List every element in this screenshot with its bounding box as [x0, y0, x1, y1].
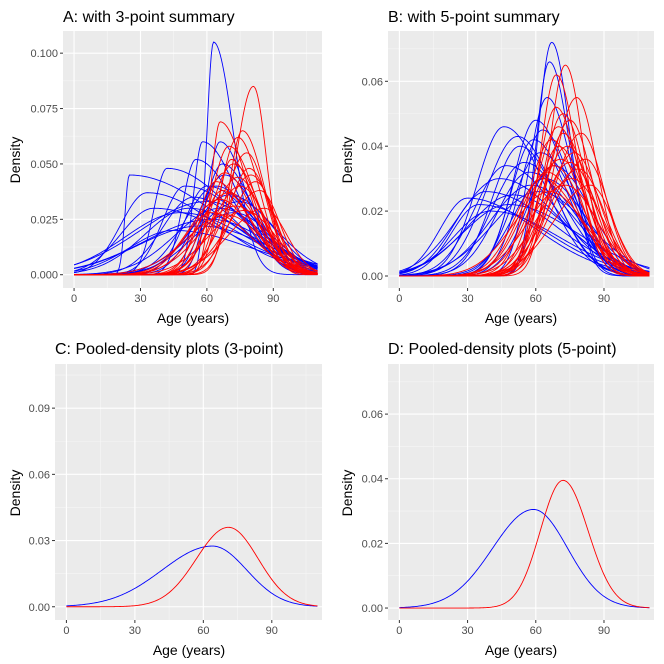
panel-d-xlabel: Age (years)	[485, 642, 557, 658]
panel-a-xtick-label: 0	[71, 293, 77, 305]
panel-a-xtick-label: 90	[267, 293, 279, 305]
panel-d-ytick-label: 0.06	[362, 409, 383, 421]
panel-c-curves	[66, 526, 318, 608]
panel-b-xtick-label: 90	[598, 293, 610, 305]
panel-b-ylabel: Density	[339, 137, 355, 184]
density-curve-red	[66, 526, 318, 608]
panel-c-xtick-label: 0	[63, 625, 69, 637]
panel-d-background	[388, 364, 654, 620]
density-curve-red	[74, 181, 318, 276]
density-curve-blue	[399, 145, 650, 277]
panel-b-ytick-label: 0.02	[362, 206, 383, 218]
density-curve-blue	[66, 545, 318, 607]
panel-c-ytick-label: 0.06	[29, 469, 50, 481]
panel-d-curves	[399, 479, 650, 609]
panel-d-ylabel: Density	[339, 470, 355, 517]
panel-b-xtick-label: 60	[530, 293, 542, 305]
panel-c-xtick-label: 60	[197, 625, 209, 637]
panel-a-curves	[73, 41, 318, 276]
panel-d-xtick-label: 0	[396, 625, 402, 637]
panel-b-ytick-label: 0.04	[362, 141, 383, 153]
panel-a-xtick-label: 60	[201, 293, 213, 305]
density-curve-blue	[399, 204, 650, 276]
panel-d-xtick-label: 60	[530, 625, 542, 637]
density-curve-red	[399, 106, 650, 277]
panel-a-xtick-label: 30	[134, 293, 146, 305]
panel-a: A: with 3-point summary Age (years) Dens…	[7, 9, 322, 326]
panel-d-ytick-label: 0.00	[362, 603, 383, 615]
panel-c-ytick-label: 0.09	[29, 403, 50, 415]
panel-b-xtick-label: 0	[396, 293, 402, 305]
panel-d-xtick-label: 30	[461, 625, 473, 637]
panel-b-curves	[399, 41, 650, 277]
density-curve-red	[399, 191, 650, 277]
density-curve-red	[74, 214, 318, 276]
panel-b-xlabel: Age (years)	[485, 310, 557, 326]
panel-a-ytick-label: 0.100	[30, 48, 58, 60]
panel-d-xtick-label: 90	[598, 625, 610, 637]
panel-d-ytick-label: 0.02	[362, 538, 383, 550]
panel-a-title: A: with 3-point summary	[63, 9, 235, 26]
panel-b: B: with 5-point summary Age (years) Dens…	[339, 9, 654, 326]
panel-d: D: Pooled-density plots (5-point) Age (y…	[339, 341, 654, 658]
panel-a-ylabel: Density	[7, 137, 23, 184]
panel-d-ytick-label: 0.04	[362, 474, 383, 486]
panel-b-ytick-label: 0.00	[362, 271, 383, 283]
panel-d-title: D: Pooled-density plots (5-point)	[388, 341, 617, 358]
panel-b-xtick-label: 30	[461, 293, 473, 305]
panel-c-ytick-label: 0.03	[29, 536, 50, 548]
panel-c-background	[55, 364, 322, 620]
panel-c-xtick-label: 90	[266, 625, 278, 637]
density-curve-red	[399, 479, 650, 609]
panel-b-title: B: with 5-point summary	[388, 9, 560, 26]
panel-c-title: C: Pooled-density plots (3-point)	[55, 341, 284, 358]
density-curve-blue	[399, 508, 650, 609]
panel-b-ytick-label: 0.06	[362, 76, 383, 88]
density-curve-blue	[399, 191, 650, 276]
density-curve-blue	[74, 207, 318, 273]
panel-c-ylabel: Density	[7, 470, 23, 517]
panel-c-xtick-label: 30	[129, 625, 141, 637]
panel-a-ytick-label: 0.050	[30, 159, 58, 171]
panel-a-ytick-label: 0.000	[30, 270, 58, 282]
panel-c: C: Pooled-density plots (3-point) Age (y…	[7, 341, 322, 658]
panel-a-xlabel: Age (years)	[157, 310, 229, 326]
panel-c-ytick-label: 0.00	[29, 602, 50, 614]
panel-c-xlabel: Age (years)	[153, 642, 225, 658]
panel-a-ytick-label: 0.075	[30, 104, 58, 116]
panel-a-ytick-label: 0.025	[30, 214, 58, 226]
